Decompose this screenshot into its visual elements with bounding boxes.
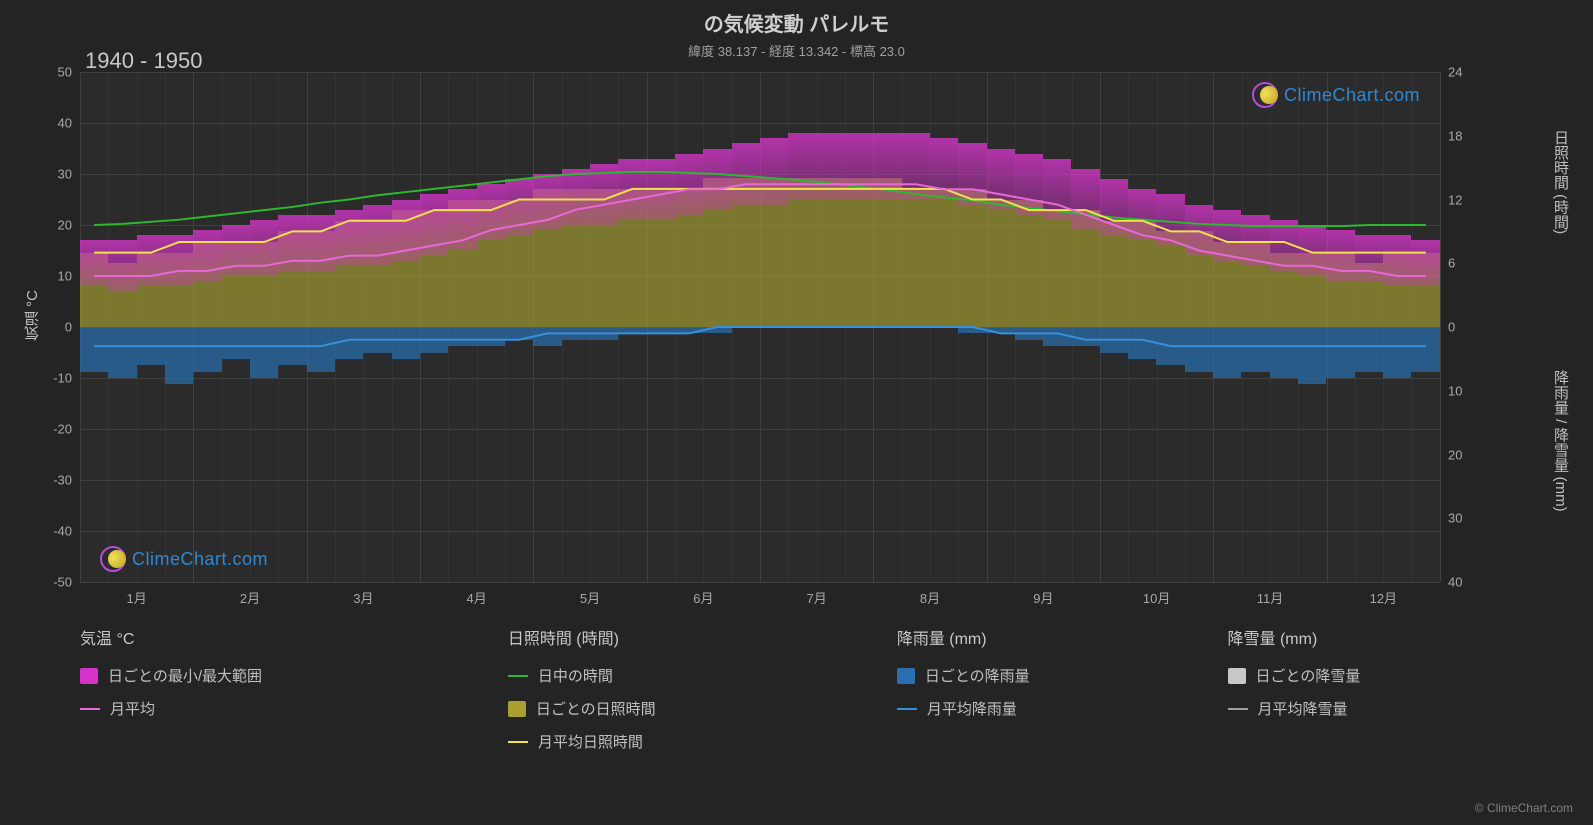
right-axis-title-precip: 降雨量 / 降雪量 (mm)	[1550, 370, 1571, 512]
legend-daily-snow: 日ごとの降雪量	[1228, 665, 1480, 686]
chart-plot-area: 50403020100-10-20-30-40-5024181260102030…	[80, 72, 1440, 582]
right-axis-title-sunshine: 日照時間 (時間)	[1550, 130, 1571, 234]
left-axis-title: 気温 °C	[22, 290, 43, 341]
legend-snow-header: 降雪量 (mm)	[1228, 625, 1480, 649]
year-range-label: 1940 - 1950	[85, 48, 202, 74]
footer-credit: © ClimeChart.com	[1475, 801, 1573, 815]
legend-avg-rain: 月平均降雨量	[897, 698, 1208, 719]
legend-rain-header: 降雨量 (mm)	[897, 625, 1208, 649]
watermark-bottom: ClimeChart.com	[100, 546, 268, 572]
watermark-text: ClimeChart.com	[132, 549, 268, 570]
chart-subtitle: 緯度 38.137 - 経度 13.342 - 標高 23.0	[0, 41, 1593, 60]
climechart-logo-icon	[100, 546, 126, 572]
legend-avg-sunshine: 月平均日照時間	[508, 731, 877, 752]
legend-avg-snow: 月平均降雪量	[1228, 698, 1480, 719]
legend-daylight: 日中の時間	[508, 665, 877, 686]
legend-sun-header: 日照時間 (時間)	[508, 625, 877, 649]
watermark-text: ClimeChart.com	[1284, 85, 1420, 106]
watermark-top: ClimeChart.com	[1252, 82, 1420, 108]
legend-temp-header: 気温 °C	[80, 625, 488, 649]
legend-temp-avg: 月平均	[80, 698, 488, 719]
legend-daily-rain: 日ごとの降雨量	[897, 665, 1208, 686]
climechart-logo-icon	[1252, 82, 1278, 108]
chart-lines	[80, 72, 1440, 582]
legend-temp-range: 日ごとの最小/最大範囲	[80, 665, 488, 686]
legend: 気温 °C 日ごとの最小/最大範囲 月平均 日照時間 (時間) 日中の時間 日ご…	[80, 625, 1480, 752]
chart-title: の気候変動 パレルモ	[0, 8, 1593, 37]
legend-daily-sunshine: 日ごとの日照時間	[508, 698, 877, 719]
